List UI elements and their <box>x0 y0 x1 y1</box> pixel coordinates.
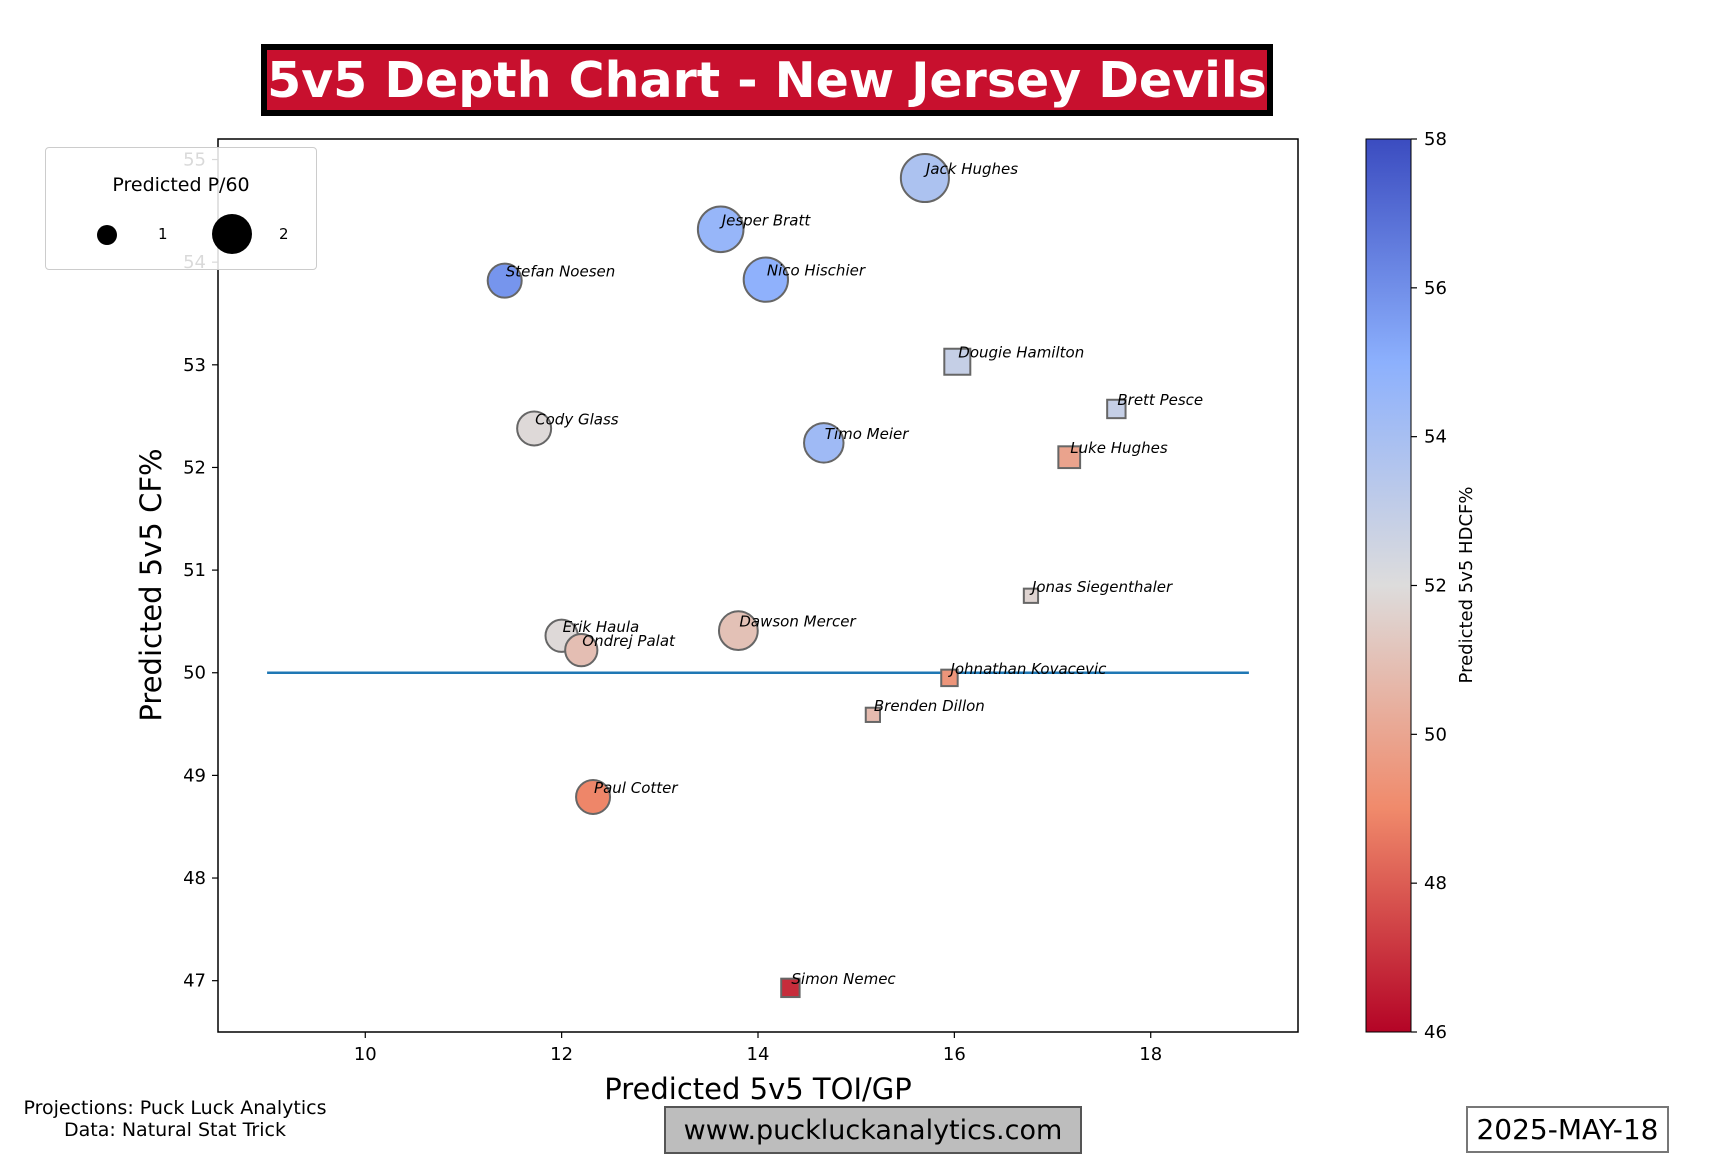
point-luke-hughes <box>1057 445 1082 470</box>
colorbar <box>1365 138 1412 1033</box>
point-johnathan-kovacevic <box>940 668 959 688</box>
colorbar-tick-label: 48 <box>1424 873 1447 894</box>
x-tick-label: 12 <box>550 1044 573 1065</box>
point-label-brenden-dillon: Brenden Dillon <box>874 697 985 715</box>
point-ondrej-palat <box>564 633 599 668</box>
website-link[interactable]: www.puckluckanalytics.com <box>664 1106 1082 1154</box>
colorbar-tick-label: 54 <box>1424 427 1447 448</box>
x-tick-label: 16 <box>943 1044 966 1065</box>
colorbar-tick-label: 58 <box>1424 129 1447 150</box>
point-jesper-bratt <box>696 205 745 254</box>
point-label-timo-meier: Timo Meier <box>825 425 909 443</box>
y-tick-label: 48 <box>183 868 206 889</box>
size-legend-marker-small <box>97 225 117 245</box>
point-label-erik-haula: Erik Haula <box>563 618 640 636</box>
point-simon-nemec <box>780 977 801 999</box>
colorbar-label: Predicted 5v5 HDCF% <box>1456 487 1477 684</box>
y-tick-label: 47 <box>183 971 206 992</box>
point-nico-hischier <box>742 256 790 303</box>
y-tick-label: 50 <box>183 663 206 684</box>
point-label-brett-pesce: Brett Pesce <box>1117 391 1203 409</box>
size-legend-marker-large <box>212 214 252 254</box>
point-label-simon-nemec: Simon Nemec <box>791 970 896 988</box>
credits-data: Data: Natural Stat Trick <box>64 1119 286 1141</box>
point-label-jonas-siegenthaler: Jonas Siegenthaler <box>1029 578 1173 596</box>
point-label-dawson-mercer: Dawson Mercer <box>739 613 856 631</box>
x-tick-label: 14 <box>747 1044 770 1065</box>
point-timo-meier <box>803 422 845 464</box>
date-badge: 2025-MAY-18 <box>1466 1106 1669 1153</box>
colorbar-tick-label: 50 <box>1424 724 1447 745</box>
point-label-dougie-hamilton: Dougie Hamilton <box>958 344 1084 362</box>
size-legend: Predicted P/60 1 2 <box>45 147 317 270</box>
point-jack-hughes <box>899 152 950 204</box>
credits: Projections: Puck Luck Analytics Data: N… <box>0 1097 350 1141</box>
colorbar-tick-label: 46 <box>1424 1022 1447 1043</box>
size-legend-label-small: 1 <box>158 225 168 243</box>
point-brett-pesce <box>1106 398 1127 420</box>
y-tick-label: 52 <box>183 457 206 478</box>
x-tick-label: 18 <box>1139 1044 1162 1065</box>
point-label-johnathan-kovacevic: Johnathan Kovacevic <box>947 660 1107 678</box>
credits-projections: Projections: Puck Luck Analytics <box>23 1097 327 1119</box>
y-tick-label: 49 <box>183 765 206 786</box>
point-jonas-siegenthaler <box>1022 587 1040 604</box>
y-tick-label: 51 <box>183 560 206 581</box>
point-dawson-mercer <box>717 610 759 652</box>
point-label-jesper-bratt: Jesper Bratt <box>719 211 812 229</box>
y-tick-label: 53 <box>183 355 206 376</box>
point-label-nico-hischier: Nico Hischier <box>767 262 866 280</box>
point-paul-cotter <box>575 778 612 815</box>
x-tick-label: 10 <box>354 1044 377 1065</box>
point-dougie-hamilton <box>943 347 972 376</box>
point-label-paul-cotter: Paul Cotter <box>594 779 678 797</box>
chart-title-banner: 5v5 Depth Chart - New Jersey Devils <box>261 44 1273 116</box>
point-label-stefan-noesen: Stefan Noesen <box>506 263 616 281</box>
point-label-jack-hughes: Jack Hughes <box>923 160 1018 178</box>
point-brenden-dillon <box>864 706 881 723</box>
x-axis-label: Predicted 5v5 TOI/GP <box>604 1072 911 1106</box>
y-axis-label: Predicted 5v5 CF% <box>134 448 168 721</box>
point-label-luke-hughes: Luke Hughes <box>1070 439 1168 457</box>
colorbar-tick-label: 56 <box>1424 278 1447 299</box>
size-legend-label-large: 2 <box>279 225 289 243</box>
chart-title: 5v5 Depth Chart - New Jersey Devils <box>267 51 1267 109</box>
point-stefan-noesen <box>486 262 523 299</box>
point-label-cody-glass: Cody Glass <box>535 410 619 428</box>
size-legend-title: Predicted P/60 <box>112 174 250 196</box>
point-label-ondrej-palat: Ondrej Palat <box>582 632 676 650</box>
colorbar-tick-label: 52 <box>1424 576 1447 597</box>
point-cody-glass <box>516 410 553 447</box>
